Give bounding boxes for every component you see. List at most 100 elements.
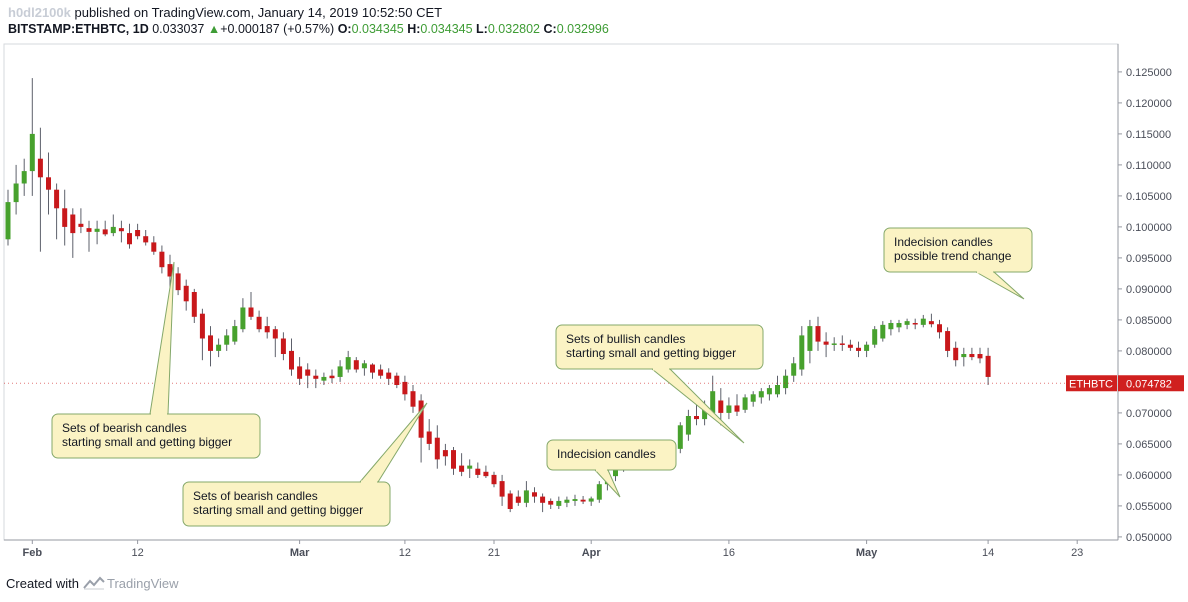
bearish-candle[interactable]	[418, 400, 424, 438]
bearish-candle[interactable]	[969, 354, 975, 358]
bullish-candle[interactable]	[791, 363, 797, 376]
bullish-candle[interactable]	[807, 326, 813, 351]
bearish-candle[interactable]	[985, 355, 991, 377]
bearish-candle[interactable]	[248, 307, 254, 317]
tradingview-link[interactable]: TradingView	[106, 576, 179, 591]
bullish-candle[interactable]	[742, 397, 748, 410]
bearish-candle[interactable]	[856, 347, 861, 351]
bullish-candle[interactable]	[216, 344, 222, 351]
bullish-candle[interactable]	[872, 329, 878, 345]
callout-box[interactable]	[546, 439, 677, 471]
bullish-candle[interactable]	[321, 376, 327, 381]
bearish-candle[interactable]	[718, 400, 724, 413]
bearish-candle[interactable]	[329, 375, 335, 379]
bearish-candle[interactable]	[118, 228, 124, 232]
bearish-candle[interactable]	[442, 450, 448, 457]
bullish-candle[interactable]	[29, 133, 35, 172]
bearish-candle[interactable]	[353, 360, 359, 370]
bearish-candle[interactable]	[54, 189, 60, 209]
bearish-candle[interactable]	[515, 496, 521, 503]
bearish-candle[interactable]	[459, 465, 465, 472]
bearish-candle[interactable]	[483, 471, 489, 477]
bearish-candle[interactable]	[191, 292, 197, 317]
bearish-candle[interactable]	[102, 229, 108, 235]
bullish-candle[interactable]	[864, 344, 870, 351]
bullish-candle[interactable]	[783, 375, 789, 389]
callout-box[interactable]	[883, 227, 1033, 273]
bearish-candle[interactable]	[175, 273, 181, 291]
bullish-candle[interactable]	[110, 226, 116, 234]
bearish-candle[interactable]	[183, 285, 189, 302]
bullish-candle[interactable]	[896, 323, 902, 328]
bullish-candle[interactable]	[523, 490, 529, 503]
bearish-candle[interactable]	[37, 158, 43, 178]
bearish-candle[interactable]	[127, 233, 132, 245]
bearish-candle[interactable]	[167, 264, 173, 277]
bearish-candle[interactable]	[370, 364, 375, 373]
bullish-candle[interactable]	[726, 405, 732, 413]
bearish-candle[interactable]	[953, 347, 959, 361]
bearish-candle[interactable]	[847, 344, 853, 348]
bearish-candle[interactable]	[264, 326, 270, 333]
bearish-candle[interactable]	[313, 375, 319, 379]
bullish-candle[interactable]	[21, 171, 27, 184]
bearish-candle[interactable]	[694, 416, 699, 420]
bullish-candle[interactable]	[240, 307, 246, 330]
bearish-candle[interactable]	[159, 251, 165, 268]
bearish-candle[interactable]	[937, 324, 942, 333]
bearish-candle[interactable]	[272, 329, 278, 339]
bullish-candle[interactable]	[361, 363, 367, 369]
bearish-candle[interactable]	[507, 493, 513, 510]
bullish-candle[interactable]	[880, 324, 886, 339]
bullish-candle[interactable]	[961, 354, 967, 358]
bearish-candle[interactable]	[410, 391, 416, 407]
bearish-candle[interactable]	[70, 214, 76, 234]
bullish-candle[interactable]	[888, 323, 894, 330]
bearish-candle[interactable]	[548, 500, 554, 505]
callout-box[interactable]	[182, 481, 391, 527]
bullish-candle[interactable]	[758, 391, 764, 398]
bearish-candle[interactable]	[499, 481, 505, 497]
bearish-candle[interactable]	[734, 405, 740, 412]
bearish-candle[interactable]	[78, 223, 84, 227]
author-name[interactable]: h0dl2100k	[8, 5, 71, 20]
bullish-candle[interactable]	[766, 388, 772, 395]
bearish-candle[interactable]	[256, 316, 262, 330]
bearish-candle[interactable]	[46, 177, 51, 190]
bullish-candle[interactable]	[588, 498, 594, 502]
bullish-candle[interactable]	[750, 394, 756, 402]
bearish-candle[interactable]	[451, 450, 456, 469]
bullish-candle[interactable]	[467, 465, 473, 469]
bearish-candle[interactable]	[426, 431, 432, 444]
bearish-candle[interactable]	[386, 372, 392, 379]
bullish-candle[interactable]	[596, 484, 602, 500]
bearish-candle[interactable]	[143, 236, 149, 243]
bullish-candle[interactable]	[337, 366, 343, 377]
bullish-candle[interactable]	[677, 425, 683, 449]
bearish-candle[interactable]	[151, 242, 157, 252]
bearish-candle[interactable]	[945, 331, 951, 351]
bearish-candle[interactable]	[297, 366, 303, 379]
bearish-candle[interactable]	[199, 313, 205, 339]
bearish-candle[interactable]	[540, 496, 546, 503]
bearish-candle[interactable]	[912, 323, 918, 325]
bearish-candle[interactable]	[434, 437, 440, 460]
bearish-candle[interactable]	[815, 326, 821, 342]
bullish-candle[interactable]	[5, 202, 11, 240]
bearish-candle[interactable]	[580, 499, 586, 502]
bullish-candle[interactable]	[920, 318, 926, 325]
bearish-candle[interactable]	[378, 369, 384, 376]
bullish-candle[interactable]	[685, 416, 691, 435]
bullish-candle[interactable]	[702, 409, 708, 420]
bearish-candle[interactable]	[839, 343, 845, 345]
bearish-candle[interactable]	[289, 350, 294, 370]
bullish-candle[interactable]	[232, 326, 238, 342]
bearish-candle[interactable]	[208, 335, 213, 351]
bullish-candle[interactable]	[564, 499, 570, 503]
bullish-candle[interactable]	[904, 321, 910, 325]
bearish-candle[interactable]	[135, 230, 141, 237]
bullish-candle[interactable]	[556, 500, 562, 506]
bearish-candle[interactable]	[491, 474, 497, 485]
bearish-candle[interactable]	[394, 375, 400, 385]
